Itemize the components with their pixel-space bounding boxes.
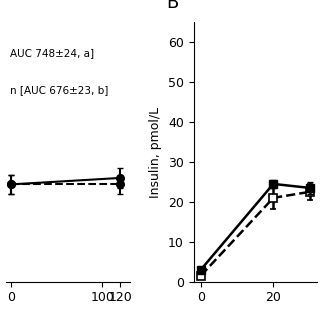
Text: n [AUC 676±23, b]: n [AUC 676±23, b] xyxy=(10,84,108,95)
Text: AUC 748±24, a]: AUC 748±24, a] xyxy=(10,48,94,58)
Text: B: B xyxy=(166,0,179,12)
Y-axis label: Insulin, pmol/L: Insulin, pmol/L xyxy=(149,107,162,197)
